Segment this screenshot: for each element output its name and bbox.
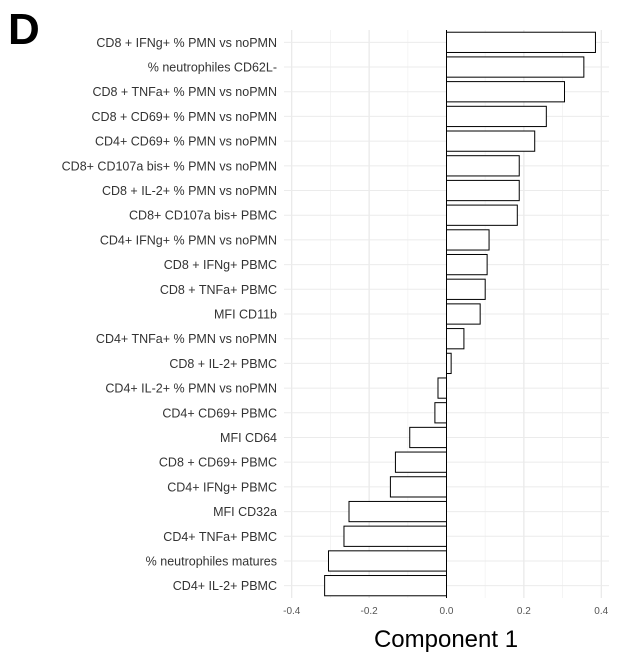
category-label: CD8 + TNFa+ PBMC <box>160 283 277 297</box>
category-label: CD8+ CD107a bis+ PBMC <box>129 209 277 223</box>
category-label: MFI CD11b <box>214 308 277 322</box>
category-label: % neutrophiles CD62L- <box>148 61 277 75</box>
bar <box>343 525 448 547</box>
bar <box>437 377 448 399</box>
bar <box>446 179 520 202</box>
x-tick-label: -0.4 <box>283 606 301 617</box>
category-label: CD8 + CD69+ % PMN vs noPMN <box>92 110 277 124</box>
bar <box>446 130 536 152</box>
category-label: CD8 + CD69+ PBMC <box>159 456 277 470</box>
bar-chart: CD8 + IFNg+ % PMN vs noPMN % neutrophiles… <box>62 30 609 617</box>
bar <box>446 56 585 78</box>
category-label: CD8+ CD107a bis+ % PMN vs noPMN <box>62 159 277 173</box>
bars-layer <box>324 31 596 597</box>
bar <box>348 500 447 523</box>
category-label: CD4+ TNFa+ % PMN vs noPMN <box>96 332 277 346</box>
bar <box>446 155 520 177</box>
category-label: CD8 + IFNg+ PBMC <box>164 258 277 272</box>
bar <box>446 105 547 128</box>
bar <box>446 253 488 276</box>
category-label: CD8 + TNFa+ % PMN vs noPMN <box>92 85 277 99</box>
bar <box>446 352 452 375</box>
x-tick-labels: -0.4 -0.2 0.0 0.2 0.4 <box>283 606 609 617</box>
x-tick-label: 0.0 <box>440 606 454 617</box>
category-label: MFI CD32a <box>213 505 277 519</box>
category-label: CD4+ TNFa+ PBMC <box>163 530 277 544</box>
panel-letter: D <box>8 5 40 54</box>
x-tick-label: -0.2 <box>361 606 379 617</box>
bar <box>446 229 490 251</box>
category-label: CD4+ IL-2+ PBMC <box>173 579 277 593</box>
x-axis-label: Component 1 <box>373 626 519 653</box>
x-tick-label: 0.2 <box>517 606 531 617</box>
bar <box>446 31 596 53</box>
bar <box>446 204 518 226</box>
bar <box>446 81 566 103</box>
bar <box>446 303 481 325</box>
category-label: MFI CD64 <box>220 431 277 445</box>
category-label: CD4+ IFNg+ PBMC <box>167 480 277 494</box>
category-label: CD8 + IFNg+ % PMN vs noPMN <box>96 36 277 50</box>
bar <box>394 451 447 473</box>
category-label: CD4+ CD69+ PBMC <box>162 406 277 420</box>
bar <box>434 402 447 424</box>
category-label: CD8 + IL-2+ % PMN vs noPMN <box>102 184 277 198</box>
bar <box>409 426 447 449</box>
bar <box>327 550 447 572</box>
category-label: CD4+ CD69+ % PMN vs noPMN <box>95 135 277 149</box>
category-label: CD4+ IFNg+ % PMN vs noPMN <box>100 233 277 247</box>
bar <box>324 575 447 597</box>
bar <box>446 328 465 350</box>
category-label: CD4+ IL-2+ % PMN vs noPMN <box>105 382 277 396</box>
x-tick-label: 0.4 <box>594 606 608 617</box>
category-label: CD8 + IL-2+ PBMC <box>169 357 277 371</box>
category-label: % neutrophiles matures <box>146 554 277 568</box>
bar <box>389 476 447 498</box>
category-labels: CD8 + IFNg+ % PMN vs noPMN % neutrophiles… <box>62 36 277 593</box>
bar <box>446 278 486 300</box>
